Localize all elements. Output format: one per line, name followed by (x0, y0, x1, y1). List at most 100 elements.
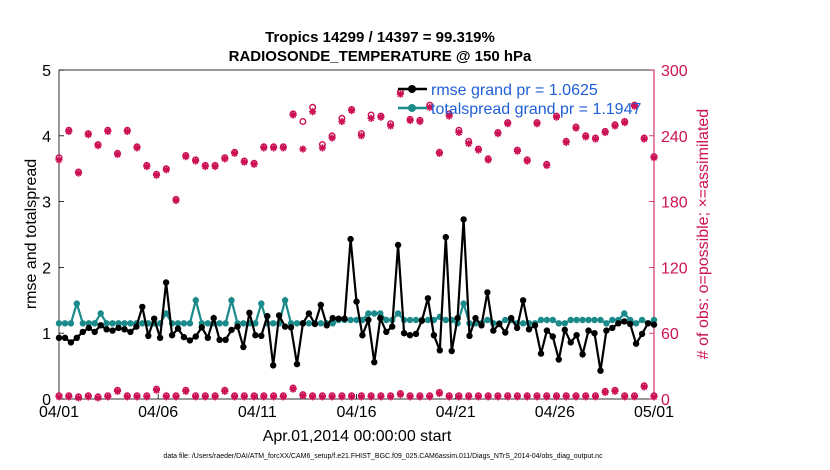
spread-point (293, 320, 301, 327)
rmse-point (91, 328, 98, 336)
rmse-point (85, 324, 93, 332)
obs-assimilated-marker (172, 196, 180, 205)
rmse-point (228, 326, 235, 334)
rmse-point (103, 326, 110, 333)
obs-assimilated-marker (65, 127, 73, 135)
spread-point (109, 320, 116, 327)
rmse-point (603, 327, 610, 334)
spread-point (222, 320, 229, 327)
rmse-point (597, 367, 604, 374)
obs-bottom-assimilated-marker-stroke (65, 393, 72, 400)
obs-bottom-assimilated-marker-stroke (553, 393, 560, 400)
obs-series (55, 88, 658, 402)
rmse-point (264, 312, 271, 320)
rmse-point (519, 297, 527, 304)
spread-point (67, 320, 75, 327)
rmse-point (442, 233, 449, 241)
obs-assimilated-marker (513, 147, 521, 155)
right-axis: 0 60 120 180 240 300 (649, 63, 688, 409)
obs-bottom-assimilated-marker (523, 393, 531, 401)
obs-assimilated-marker (231, 149, 239, 157)
obs-bottom-assimilated-marker (231, 393, 239, 401)
obs-assimilated-marker (55, 156, 63, 164)
spread-point (79, 320, 87, 327)
obs-bottom-assimilated-marker (221, 387, 229, 395)
rmse-point (186, 337, 194, 344)
rmse-series (55, 216, 658, 374)
rmse-point (389, 323, 396, 330)
obs-assimilated-marker (348, 107, 356, 115)
obs-bottom-assimilated-marker (426, 393, 434, 401)
y-axis-label-right: # of obs: o=possible; ×=assimilated (695, 109, 712, 359)
obs-assimilated-marker-stroke (192, 157, 199, 165)
obs-bottom-assimilated-marker-stroke (563, 393, 570, 400)
obs-bottom-assimilated-marker-stroke (348, 393, 355, 400)
spread-point (162, 310, 170, 317)
spread-point (394, 310, 402, 317)
obs-assimilated-marker (591, 135, 600, 143)
obs-bottom-assimilated-marker (143, 393, 151, 401)
left-tick-label: 1 (42, 326, 51, 343)
obs-bottom-assimilated-marker (65, 393, 73, 401)
rmse-point (424, 295, 432, 302)
rmse-point (579, 351, 586, 358)
obs-bottom-assimilated-marker-stroke (153, 387, 160, 394)
obs-assimilated-marker-stroke (465, 140, 472, 147)
obs-bottom-assimilated-marker (74, 394, 83, 402)
obs-assimilated-marker-stroke (494, 130, 502, 137)
obs-bottom-assimilated-marker (562, 393, 570, 401)
obs-bottom-assimilated-marker (289, 385, 297, 393)
rmse-point (216, 336, 223, 343)
rmse-point (448, 347, 455, 355)
rmse-point (555, 356, 562, 363)
obs-bottom-assimilated-marker (240, 393, 248, 401)
spread-point (555, 320, 562, 327)
obs-bottom-assimilated-marker-stroke (192, 393, 199, 400)
right-tick-label: 180 (661, 195, 688, 212)
obs-assimilated-marker-stroke (153, 172, 160, 179)
obs-assimilated-marker (104, 127, 112, 135)
rmse-point (632, 340, 640, 347)
obs-assimilated-marker-stroke (270, 144, 277, 151)
spread-point (460, 300, 467, 307)
rmse-point (97, 322, 104, 329)
obs-bottom-assimilated-marker-stroke (397, 391, 404, 398)
obs-assimilated-marker (474, 146, 482, 154)
obs-bottom-assimilated-marker-stroke (416, 393, 423, 400)
obs-bottom-assimilated-marker-stroke (94, 394, 102, 401)
obs-bottom-assimilated-marker (582, 393, 590, 401)
obs-assimilated-marker (260, 144, 268, 152)
rmse-point (127, 328, 134, 336)
rmse-point (335, 315, 342, 322)
obs-possible-marker (299, 117, 307, 125)
rmse-point (145, 332, 152, 339)
rmse-point (638, 330, 646, 338)
obs-assimilated-marker-stroke (250, 161, 258, 168)
obs-bottom-assimilated-marker (455, 393, 463, 401)
obs-assimilated-marker-stroke (143, 163, 150, 170)
spread-point (216, 320, 223, 327)
spread-point (305, 320, 313, 327)
obs-assimilated-marker (504, 120, 512, 128)
obs-assimilated-marker (562, 138, 570, 146)
rmse-point (67, 339, 75, 346)
obs-bottom-assimilated-marker (55, 393, 63, 401)
obs-bottom-assimilated-marker-stroke (524, 393, 531, 400)
rmse-point (436, 347, 443, 354)
rmse-point (234, 323, 241, 330)
obs-bottom-assimilated-marker (348, 393, 356, 401)
rmse-point (252, 332, 259, 339)
x-tick-label: 04/16 (336, 404, 376, 421)
rmse-point (121, 326, 128, 333)
obs-bottom-assimilated-marker (640, 383, 648, 391)
obs-bottom-assimilated-marker-stroke (426, 393, 433, 400)
obs-bottom-assimilated-marker (123, 393, 131, 401)
obs-assimilated-marker (582, 133, 590, 141)
spread-point (585, 316, 592, 324)
rmse-point (258, 332, 265, 339)
obs-bottom-assimilated-marker (260, 393, 268, 401)
obs-assimilated-marker (543, 161, 551, 169)
obs-bottom-assimilated-marker (299, 392, 307, 400)
rmse-point (371, 359, 378, 366)
obs-assimilated-marker-stroke (485, 156, 492, 164)
